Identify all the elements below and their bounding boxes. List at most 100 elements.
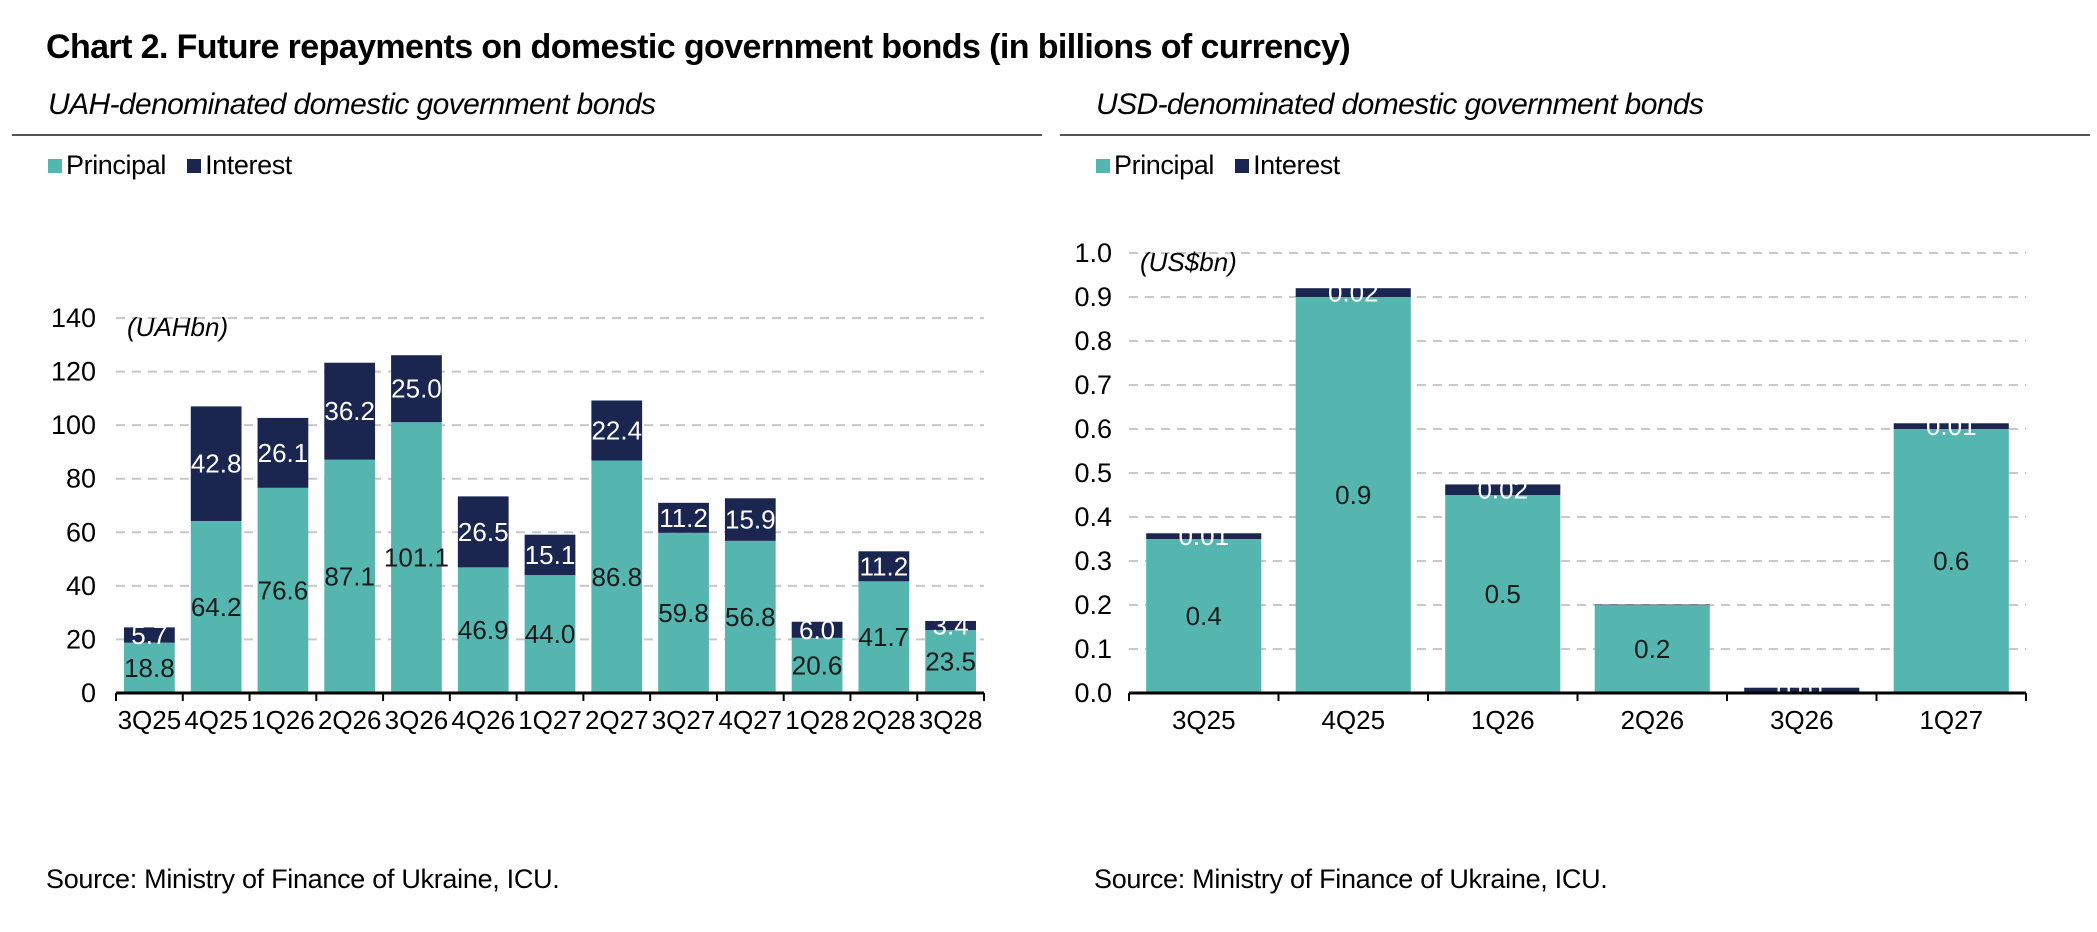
usd-title-divider bbox=[1060, 134, 2090, 136]
y-tick-label: 0.3 bbox=[1074, 546, 1112, 576]
bar-interest-2Q27 bbox=[591, 400, 643, 461]
bar-interest-1Q27 bbox=[1893, 423, 2009, 429]
legend-label-interest: Interest bbox=[1253, 150, 1340, 180]
data-label-interest: 0.02 bbox=[1328, 278, 1379, 308]
y-tick-label: 0.8 bbox=[1074, 326, 1112, 356]
usd-chart-subtitle: USD-denominated domestic government bond… bbox=[1096, 88, 1704, 121]
data-label-interest: 11.2 bbox=[860, 551, 909, 581]
bar-principal-3Q25 bbox=[1146, 539, 1262, 693]
x-tick-label: 3Q25 bbox=[118, 705, 182, 735]
data-label-principal: 0.6 bbox=[1933, 546, 1969, 576]
data-label-interest: 22.4 bbox=[591, 416, 642, 446]
usd-chart-panel: USD-denominated domestic government bond… bbox=[1060, 88, 2090, 918]
interest-swatch bbox=[187, 159, 202, 173]
bar-interest-4Q25 bbox=[1295, 288, 1411, 297]
bar-interest-4Q26 bbox=[457, 496, 509, 568]
chart-title: Chart 2. Future repayments on domestic g… bbox=[46, 28, 1351, 66]
legend-item-principal: Principal bbox=[48, 150, 166, 181]
x-tick-label: 4Q25 bbox=[1321, 705, 1385, 735]
x-tick-label: 4Q26 bbox=[451, 705, 515, 735]
bar-interest-1Q26 bbox=[257, 417, 309, 488]
bar-interest-1Q27 bbox=[524, 534, 576, 576]
y-tick-label: 1.0 bbox=[1074, 238, 1112, 268]
y-tick-label: 20 bbox=[66, 624, 96, 654]
data-label-principal: 44.0 bbox=[525, 619, 576, 649]
data-label-interest: 3.4 bbox=[933, 611, 969, 641]
legend-label-principal: Principal bbox=[66, 150, 166, 180]
bar-principal-2Q28 bbox=[858, 581, 910, 693]
y-tick-label: 0.4 bbox=[1074, 502, 1112, 532]
bar-principal-1Q28 bbox=[791, 637, 843, 693]
x-tick-label: 1Q26 bbox=[1471, 705, 1535, 735]
y-tick-label: 0.7 bbox=[1074, 370, 1112, 400]
bar-interest-3Q25 bbox=[124, 627, 175, 643]
data-label-principal: 0.2 bbox=[1634, 634, 1670, 664]
bar-principal-1Q26 bbox=[257, 487, 309, 693]
bar-interest-2Q26 bbox=[324, 362, 376, 460]
bar-principal-4Q25 bbox=[1295, 297, 1411, 693]
x-tick-label: 3Q28 bbox=[919, 705, 983, 735]
data-label-principal: 87.1 bbox=[324, 561, 375, 591]
data-label-principal: 76.6 bbox=[258, 575, 309, 605]
data-label-interest: 5.7 bbox=[131, 620, 167, 650]
data-label-principal: 86.8 bbox=[591, 562, 642, 592]
bar-principal-4Q25 bbox=[190, 521, 242, 693]
uah-title-divider bbox=[12, 134, 1042, 136]
bar-principal-2Q26 bbox=[1594, 605, 1710, 693]
bar-principal-4Q27 bbox=[724, 540, 776, 693]
unit-label: (US$bn) bbox=[1140, 247, 1237, 277]
data-label-principal: 101.1 bbox=[384, 543, 449, 573]
bar-principal-1Q27 bbox=[1893, 429, 2009, 693]
usd-chart-plot: 0.0 0.1 0.2 0.3 0.4 0.5 0.6 0.7 0.8 0.9 1.0 (US$bn)… bbox=[1074, 238, 2027, 735]
data-label-interest: 15.9 bbox=[725, 505, 776, 535]
y-tick-label: 0.2 bbox=[1074, 590, 1112, 620]
y-tick-label: 140 bbox=[51, 303, 96, 333]
bar-principal-3Q25 bbox=[124, 642, 175, 693]
data-label-interest: 11.2 bbox=[659, 503, 708, 533]
data-label-principal: 20.6 bbox=[792, 650, 843, 680]
bar-interest-3Q28 bbox=[925, 620, 976, 631]
data-label-interest: 42.8 bbox=[191, 449, 242, 479]
data-label-interest: 26.1 bbox=[258, 438, 309, 468]
legend-item-interest: Interest bbox=[187, 150, 292, 181]
bar-interest-4Q27 bbox=[724, 498, 776, 541]
uah-chart-panel: UAH-denominated domestic government bond… bbox=[12, 88, 1042, 918]
data-label-interest: 0.02 bbox=[1477, 475, 1528, 505]
principal-swatch bbox=[48, 159, 62, 173]
bar-principal-1Q27 bbox=[524, 575, 576, 693]
x-tick-label: 1Q28 bbox=[785, 705, 849, 735]
x-tick-label: 1Q26 bbox=[251, 705, 315, 735]
y-tick-label: 0 bbox=[81, 678, 96, 708]
data-label-interest: 15.1 bbox=[525, 540, 576, 570]
bar-interest-4Q25 bbox=[190, 406, 242, 522]
data-label-interest: 25.0 bbox=[391, 374, 442, 404]
x-tick-label: 4Q27 bbox=[719, 705, 783, 735]
x-tick-label: 3Q27 bbox=[652, 705, 716, 735]
bar-interest-1Q28 bbox=[791, 621, 843, 638]
bar-interest-3Q26 bbox=[391, 355, 442, 423]
legend-item-principal: Principal bbox=[1096, 150, 1214, 181]
data-label-interest: 0.01 bbox=[1776, 675, 1827, 705]
data-label-interest: 6.0 bbox=[799, 615, 835, 645]
y-tick-label: 40 bbox=[66, 571, 96, 601]
uah-legend: Principal Interest bbox=[48, 150, 306, 181]
bar-principal-4Q26 bbox=[457, 567, 509, 693]
data-label-interest: 0.01 bbox=[1178, 521, 1229, 551]
data-label-principal: 59.8 bbox=[658, 598, 709, 628]
x-tick-label: 3Q26 bbox=[385, 705, 449, 735]
data-label-principal: 64.2 bbox=[191, 592, 242, 622]
data-label-principal: 18.8 bbox=[124, 653, 175, 683]
bar-principal-2Q27 bbox=[591, 460, 643, 693]
bar-interest-3Q26 bbox=[1744, 687, 1860, 693]
x-tick-label: 3Q26 bbox=[1770, 705, 1834, 735]
x-tick-label: 1Q27 bbox=[1919, 705, 1983, 735]
data-label-principal: 0.9 bbox=[1335, 480, 1371, 510]
interest-swatch bbox=[1235, 159, 1250, 173]
bar-interest-2Q26 bbox=[1594, 604, 1710, 606]
y-tick-label: 0.9 bbox=[1074, 282, 1112, 312]
bar-principal-3Q28 bbox=[925, 630, 976, 693]
y-tick-label: 0.5 bbox=[1074, 458, 1112, 488]
x-tick-label: 2Q26 bbox=[318, 705, 382, 735]
y-tick-label: 80 bbox=[66, 464, 96, 494]
bar-principal-2Q26 bbox=[324, 459, 376, 693]
